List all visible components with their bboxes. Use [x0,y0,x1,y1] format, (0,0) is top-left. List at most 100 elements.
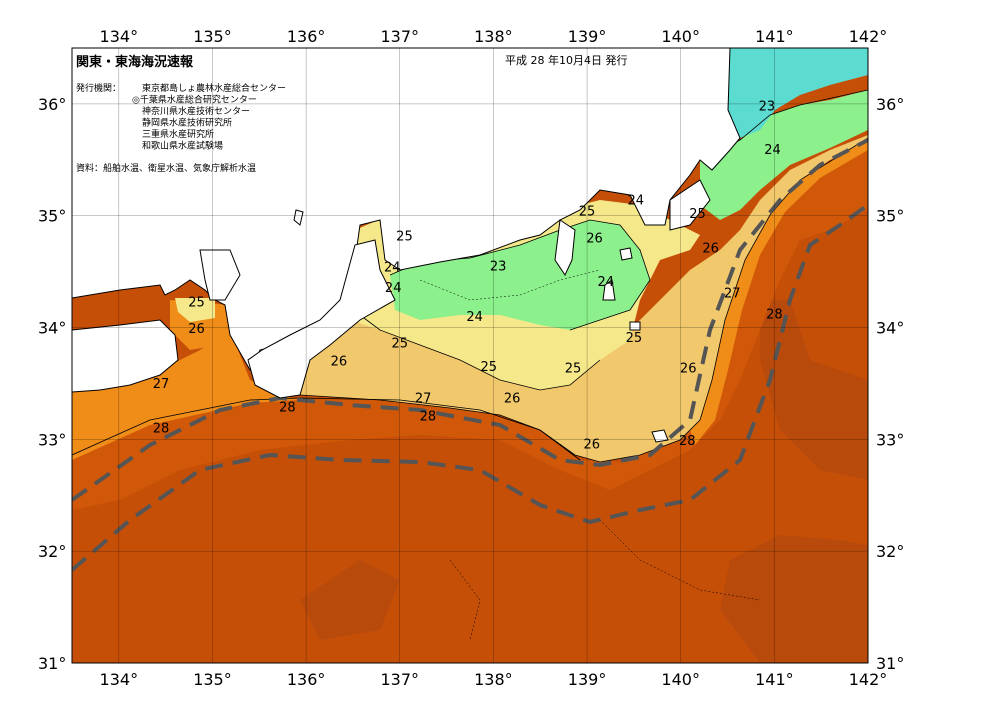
lon-tick-label-bottom: 137° [380,670,419,689]
isotherm-label: 26 [331,355,348,370]
isotherm-label: 23 [759,100,776,115]
lon-tick-label-top: 138° [474,27,513,46]
lon-tick-label-bottom: 141° [755,670,794,689]
zone-23 [728,48,868,138]
isotherm-label: 28 [679,434,696,449]
isotherm-label: 25 [188,295,205,310]
lat-tick-label-right: 33° [876,430,904,449]
land-oshima [619,247,633,261]
issuer-name: 三重県水産研究所 [142,128,214,140]
lat-tick-label-left: 36° [38,95,66,114]
lat-tick-label-right: 32° [876,542,904,561]
isotherm-label: 28 [153,422,170,437]
tick-labels: 134° 134° 135° 135° 136° 136° 137° 137° 138° 138°… [38,27,904,689]
land-shikoku [72,319,179,393]
zone-26 [300,135,868,462]
isotherm-label: 24 [466,310,483,325]
map-title: 関東・東海海況速報 [76,54,194,70]
land-hachijo [651,429,669,443]
zone-24-north [700,90,868,220]
isotherm-label: 26 [702,242,719,257]
lon-tick-label-top: 135° [193,27,232,46]
land [72,48,741,443]
isotherm-label: 24 [764,143,781,158]
isotherm-dotted [419,269,761,641]
lat-tick-label-left: 34° [38,319,66,338]
lon-tick-label-bottom: 136° [287,670,326,689]
isotherm-label: 28 [766,308,783,323]
isotherm-label: 24 [627,194,644,209]
lon-tick-label-bottom: 135° [193,670,232,689]
issuer-name: 静岡県水産技術研究所 [142,117,232,129]
lon-tick-label-bottom: 138° [474,670,513,689]
isotherm-label: 28 [420,409,437,424]
isotherm-label: 25 [396,229,413,244]
land-honshu [72,48,741,372]
lon-tick-label-top: 134° [100,27,139,46]
isotherm-label: 27 [415,391,432,406]
lon-tick-label-bottom: 139° [568,670,607,689]
land-izu [554,219,576,277]
lon-tick-label-top: 142° [849,27,888,46]
land-kii [247,239,396,399]
issuer-name: 和歌山県水産試験場 [142,140,223,152]
lon-tick-label-top: 137° [380,27,419,46]
lat-tick-label-left: 35° [38,207,66,226]
isotherm-label: 26 [680,361,697,376]
zone-25-west [175,298,215,322]
isotherm-label: 26 [586,232,603,247]
lon-tick-label-top: 140° [661,27,700,46]
lat-tick-label-left: 31° [38,654,66,673]
isotherm-label: 24 [384,261,401,276]
land-miyake [629,321,641,331]
zone-27 [72,330,300,460]
zone-24 [390,220,650,330]
land-boso [669,179,711,231]
zone-29-southeast [720,535,868,663]
isotherm-label: 24 [598,275,615,290]
land-niijima [602,279,616,301]
lon-tick-label-top: 136° [287,27,326,46]
land-small-north [293,209,304,226]
isotherm-label: 27 [153,377,170,392]
issuers-label: 発行機関： [76,82,121,94]
lon-tick-label-bottom: 134° [100,670,139,689]
issuers-list: 東京都島しょ農林水産総合センター◎千葉県水産総合研究センター神奈川県水産技術セン… [132,82,286,152]
lat-tick-label-right: 34° [876,319,904,338]
isotherm-label: 26 [504,391,521,406]
lat-lon-grid [72,48,869,664]
land-awaji [199,249,241,301]
lat-tick-label-right: 36° [876,95,904,114]
lon-tick-label-bottom: 140° [661,670,700,689]
isotherm-label: 25 [626,331,643,346]
issuer-name: 東京都島しょ農林水産総合センター [142,82,286,94]
zone-29-east [760,300,868,480]
issue-date: 平成 28 年10月4日 発行 [505,53,627,67]
isotherm-label: 28 [279,400,296,415]
kuroshio-axis [72,138,868,572]
lat-tick-label-left: 33° [38,430,66,449]
lon-tick-label-bottom: 142° [849,670,888,689]
isotherm-label: 26 [188,322,205,337]
isotherm-label: 27 [724,286,741,301]
lat-tick-label-right: 31° [876,654,904,673]
temperature-field [72,48,868,663]
isotherm-label: 26 [583,437,600,452]
isotherm-label: 25 [579,205,596,220]
lon-tick-label-top: 141° [755,27,794,46]
lat-tick-label-right: 35° [876,207,904,226]
isotherm-label: 25 [480,360,497,375]
zone-29-south [300,560,400,640]
issuer-name: ◎千葉県水産総合研究センター [132,94,257,106]
isotherm-label: 23 [490,260,507,275]
source-note: 資料：船舶水温、衛星水温、気象庁解析水温 [76,162,256,174]
lon-tick-label-top: 139° [568,27,607,46]
isotherm-labels: 23 24 24 25 25 26 26 25 23 24 24 24 27 28 25 24 26 25 25 26… [153,100,783,453]
isotherm-label: 24 [385,281,402,296]
isotherm-label: 25 [689,207,706,222]
isotherm-label: 25 [565,361,582,376]
isotherm-label: 25 [391,337,408,352]
lat-tick-label-left: 32° [38,542,66,561]
zone-28 [72,140,868,510]
